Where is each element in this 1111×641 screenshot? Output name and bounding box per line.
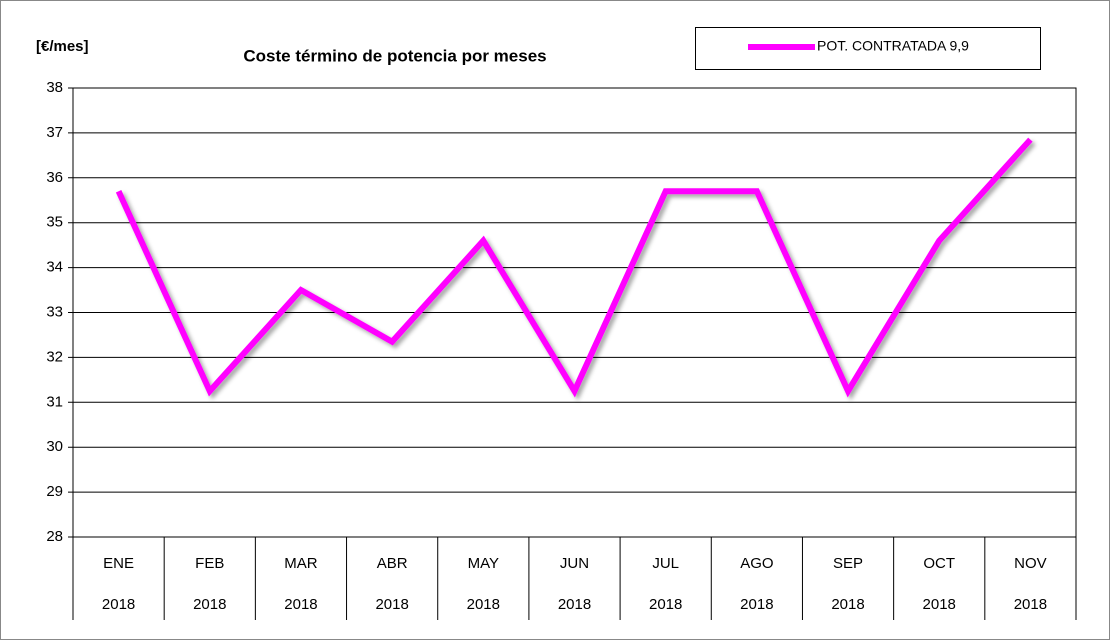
y-tick-label: 38: [46, 79, 63, 96]
x-tick-label: FEB: [195, 555, 224, 572]
chart-title: Coste término de potencia por meses: [243, 46, 546, 65]
x-tick-year-label: 2018: [467, 596, 500, 613]
x-tick-label: ENE: [103, 555, 134, 572]
y-tick-label: 35: [46, 214, 63, 231]
x-tick-label: SEP: [833, 555, 863, 572]
x-tick-label: ABR: [377, 555, 408, 572]
x-tick-year-label: 2018: [740, 596, 773, 613]
y-tick-label: 36: [46, 169, 63, 186]
y-tick-label: 30: [46, 438, 63, 455]
x-tick-label: JUN: [560, 555, 589, 572]
x-tick-label: JUL: [652, 555, 679, 572]
data-line: [115, 137, 1033, 398]
x-tick-label: NOV: [1014, 555, 1047, 572]
legend-label: POT. CONTRATADA 9,9: [817, 38, 969, 54]
x-tick-label: AGO: [740, 555, 773, 572]
x-tick-year-label: 2018: [831, 596, 864, 613]
x-tick-label: MAY: [468, 555, 499, 572]
x-tick-year-label: 2018: [102, 596, 135, 613]
y-axis-label: [€/mes]: [36, 38, 89, 55]
y-tick-label: 33: [46, 303, 63, 320]
y-tick-label: 34: [46, 259, 63, 276]
y-tick-label: 29: [46, 483, 63, 500]
y-tick-label: 31: [46, 393, 63, 410]
x-tick-year-label: 2018: [558, 596, 591, 613]
y-tick-label: 37: [46, 124, 63, 141]
x-tick-year-label: 2018: [1014, 596, 1047, 613]
x-tick-year-label: 2018: [284, 596, 317, 613]
x-tick-label: OCT: [923, 555, 955, 572]
y-tick-label: 28: [46, 528, 63, 545]
y-tick-label: 32: [46, 348, 63, 365]
x-tick-year-label: 2018: [375, 596, 408, 613]
x-tick-year-label: 2018: [923, 596, 956, 613]
x-tick-label: MAR: [284, 555, 318, 572]
x-tick-year-label: 2018: [193, 596, 226, 613]
x-tick-year-label: 2018: [649, 596, 682, 613]
